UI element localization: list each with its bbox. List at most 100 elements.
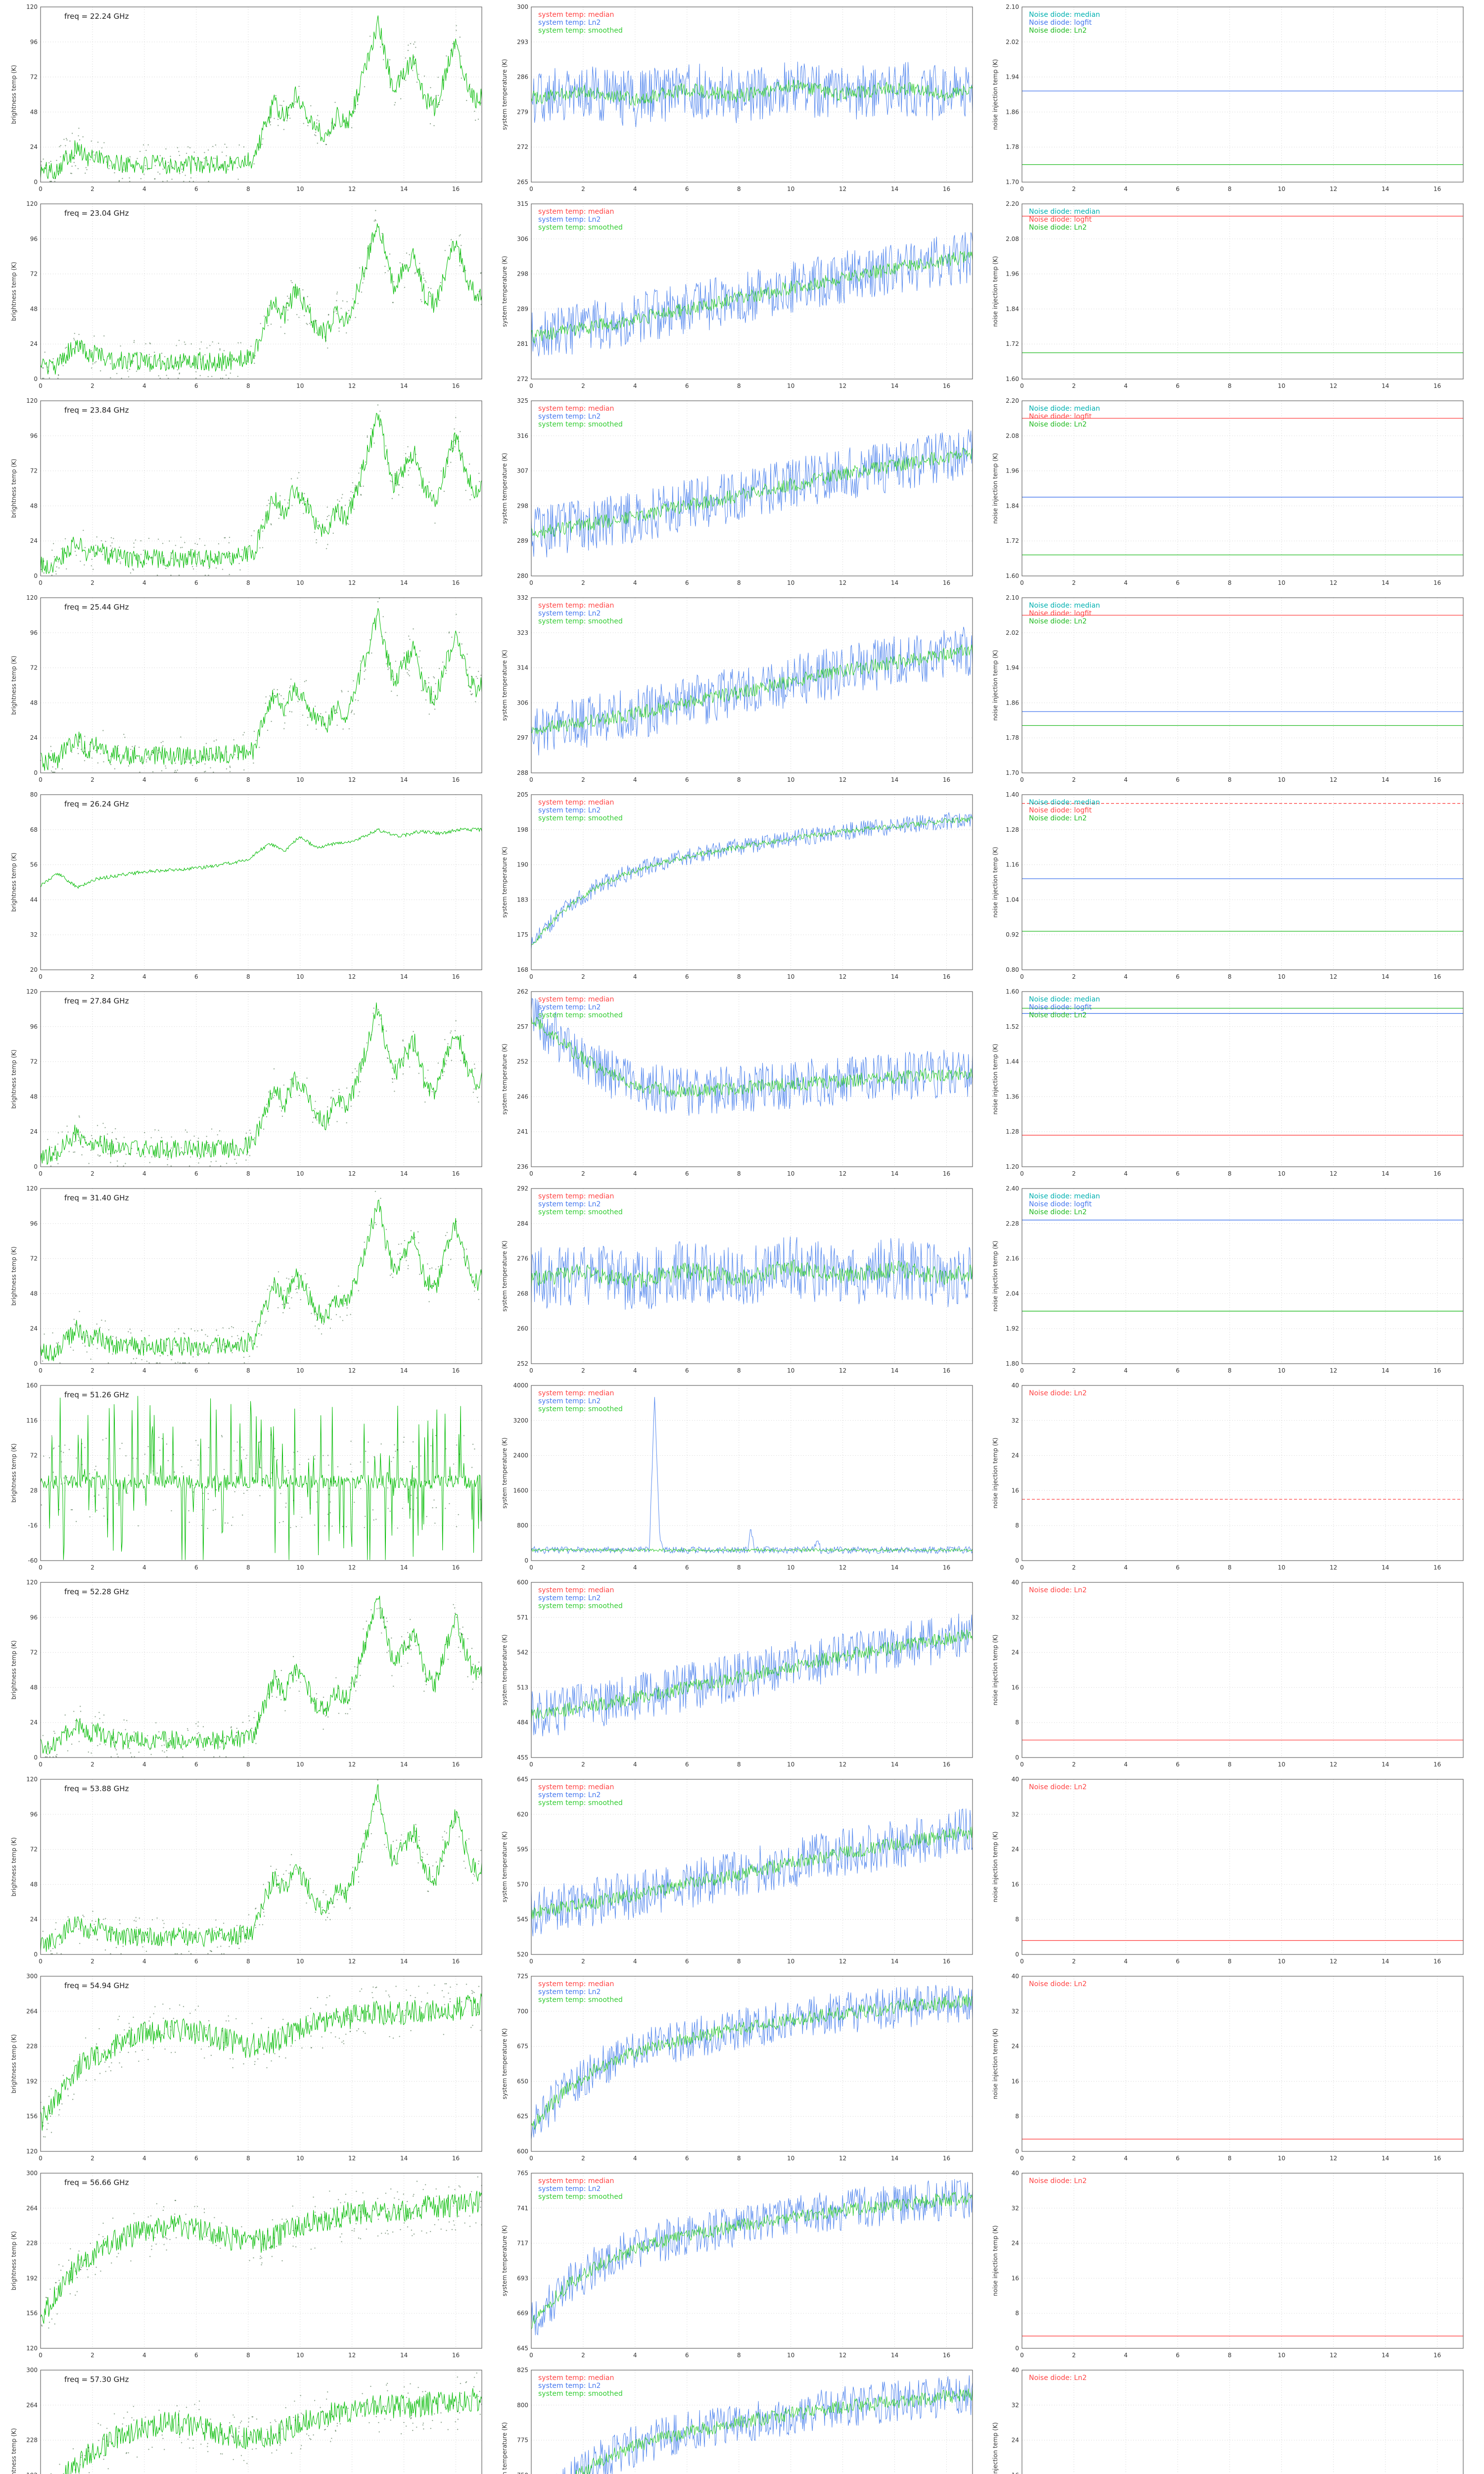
svg-text:298: 298 bbox=[517, 271, 528, 278]
svg-text:6: 6 bbox=[194, 776, 198, 783]
svg-text:14: 14 bbox=[891, 1958, 898, 1965]
svg-text:2: 2 bbox=[581, 2155, 585, 2162]
svg-text:brightness temp (K): brightness temp (K) bbox=[10, 1443, 17, 1503]
svg-text:6: 6 bbox=[1176, 1761, 1180, 1768]
svg-text:1.86: 1.86 bbox=[1006, 108, 1019, 115]
svg-text:2: 2 bbox=[1072, 973, 1076, 980]
svg-text:6: 6 bbox=[685, 973, 689, 980]
svg-text:12: 12 bbox=[1330, 1761, 1337, 1768]
legend-entry: system temp: Ln2 bbox=[538, 1988, 601, 1996]
svg-text:1.72: 1.72 bbox=[1006, 340, 1019, 347]
freq-label: freq = 57.30 GHz bbox=[64, 2375, 129, 2384]
svg-text:1.84: 1.84 bbox=[1006, 305, 1019, 312]
svg-text:0.80: 0.80 bbox=[1006, 966, 1019, 973]
svg-text:16: 16 bbox=[943, 2352, 950, 2359]
svg-text:8: 8 bbox=[737, 1170, 741, 1177]
freq-label: freq = 31.40 GHz bbox=[64, 1193, 129, 1202]
svg-text:0: 0 bbox=[1020, 2352, 1024, 2359]
svg-text:system temperature (K): system temperature (K) bbox=[501, 650, 508, 721]
legend-entry: system temp: median bbox=[538, 996, 614, 1003]
svg-text:1.94: 1.94 bbox=[1006, 74, 1019, 81]
svg-text:noise injection temp (K): noise injection temp (K) bbox=[992, 2028, 999, 2099]
subplot-r3-sky: 0 24 48 72 96 120 brightness temp (K) 0 2 4 6 8 10 12… bbox=[9, 397, 487, 591]
svg-text:600: 600 bbox=[517, 2148, 528, 2155]
svg-text:8: 8 bbox=[1228, 1170, 1232, 1177]
svg-text:6: 6 bbox=[1176, 186, 1180, 192]
svg-text:236: 236 bbox=[517, 1163, 528, 1170]
legend-entry: system temp: median bbox=[538, 1783, 614, 1791]
svg-text:10: 10 bbox=[787, 186, 794, 192]
svg-text:0: 0 bbox=[1020, 1958, 1024, 1965]
svg-text:10: 10 bbox=[1278, 973, 1285, 980]
svg-text:6: 6 bbox=[1176, 973, 1180, 980]
svg-text:241: 241 bbox=[517, 1128, 528, 1135]
legend-entry: system temp: Ln2 bbox=[538, 413, 601, 421]
svg-text:96: 96 bbox=[30, 432, 38, 439]
legend-entry: system temp: smoothed bbox=[538, 224, 623, 232]
svg-text:2.40: 2.40 bbox=[1006, 1185, 1019, 1192]
svg-text:520: 520 bbox=[517, 1951, 528, 1958]
svg-text:6: 6 bbox=[194, 1761, 198, 1768]
svg-text:120: 120 bbox=[26, 200, 38, 207]
svg-text:183: 183 bbox=[517, 896, 528, 903]
subplot-r13-tsys: 700725750775800825system temperature (K)… bbox=[500, 2366, 977, 2474]
svg-text:40: 40 bbox=[1012, 2170, 1019, 2177]
svg-text:116: 116 bbox=[26, 1417, 38, 1424]
svg-text:72: 72 bbox=[30, 1452, 38, 1459]
svg-text:288: 288 bbox=[517, 769, 528, 776]
svg-text:6: 6 bbox=[194, 2352, 198, 2359]
svg-text:6: 6 bbox=[685, 186, 689, 192]
chart-svg: 600 625 650 675 700 725 system temperature (K)… bbox=[501, 1973, 973, 2162]
svg-text:6: 6 bbox=[685, 1170, 689, 1177]
svg-text:156: 156 bbox=[26, 2113, 38, 2120]
svg-text:brightness temp (K): brightness temp (K) bbox=[10, 2428, 17, 2474]
svg-text:system temperature (K): system temperature (K) bbox=[501, 2028, 508, 2099]
svg-text:24: 24 bbox=[30, 340, 38, 347]
svg-text:4: 4 bbox=[142, 2352, 146, 2359]
svg-text:14: 14 bbox=[400, 1958, 408, 1965]
svg-text:8: 8 bbox=[1228, 2352, 1232, 2359]
svg-text:8: 8 bbox=[1228, 1564, 1232, 1571]
svg-text:14: 14 bbox=[400, 973, 408, 980]
svg-text:4: 4 bbox=[633, 186, 637, 192]
svg-text:0: 0 bbox=[39, 186, 43, 192]
plot-row-8: -60 -16 28 72 116 160 brightness temp (K) 0 2 4 6 8… bbox=[0, 1381, 1484, 1578]
legend-entry: system temp: smoothed bbox=[538, 1208, 623, 1216]
svg-text:2: 2 bbox=[91, 1367, 94, 1374]
freq-label: freq = 56.66 GHz bbox=[64, 2178, 129, 2187]
svg-text:6: 6 bbox=[685, 1761, 689, 1768]
svg-text:0: 0 bbox=[39, 1170, 43, 1177]
subplot-r3-nd: 1.60 1.72 1.84 1.96 2.08 2.20 noise injection … bbox=[990, 397, 1468, 591]
svg-text:192: 192 bbox=[26, 2078, 38, 2085]
svg-text:675: 675 bbox=[517, 2043, 528, 2050]
svg-text:system temperature (K): system temperature (K) bbox=[501, 847, 508, 918]
svg-text:8: 8 bbox=[737, 1761, 741, 1768]
subplot-r1-sky: 0 24 48 72 96 120 brightness temp (K) 0 2 4 6 8 10 12… bbox=[9, 3, 487, 197]
svg-text:system temperature (K): system temperature (K) bbox=[501, 453, 508, 524]
svg-text:306: 306 bbox=[517, 699, 528, 706]
svg-text:16: 16 bbox=[1012, 2078, 1019, 2085]
subplot-r7-nd: 1.80 1.92 2.04 2.16 2.28 2.40 noise injection … bbox=[990, 1185, 1468, 1379]
svg-text:257: 257 bbox=[517, 1023, 528, 1030]
svg-text:717: 717 bbox=[517, 2240, 528, 2247]
svg-text:noise injection temp (K): noise injection temp (K) bbox=[992, 59, 999, 130]
svg-text:16: 16 bbox=[1434, 973, 1441, 980]
svg-text:6: 6 bbox=[194, 579, 198, 586]
svg-text:289: 289 bbox=[517, 305, 528, 312]
svg-text:0: 0 bbox=[39, 776, 43, 783]
svg-text:1.96: 1.96 bbox=[1006, 271, 1019, 278]
svg-text:8: 8 bbox=[737, 186, 741, 192]
svg-text:6: 6 bbox=[685, 2155, 689, 2162]
svg-text:72: 72 bbox=[30, 1846, 38, 1853]
svg-text:14: 14 bbox=[400, 776, 408, 783]
svg-text:10: 10 bbox=[296, 1564, 304, 1571]
svg-text:12: 12 bbox=[348, 382, 356, 389]
svg-text:2.02: 2.02 bbox=[1006, 39, 1019, 46]
subplot-r8-nd: 0 8 16 24 32 40 noise injection temp (K) 0 2 4 6 8 1… bbox=[990, 1381, 1468, 1575]
svg-text:system temperature (K): system temperature (K) bbox=[501, 1437, 508, 1509]
svg-text:10: 10 bbox=[1278, 1958, 1285, 1965]
svg-text:4: 4 bbox=[633, 2155, 637, 2162]
svg-text:297: 297 bbox=[517, 734, 528, 741]
